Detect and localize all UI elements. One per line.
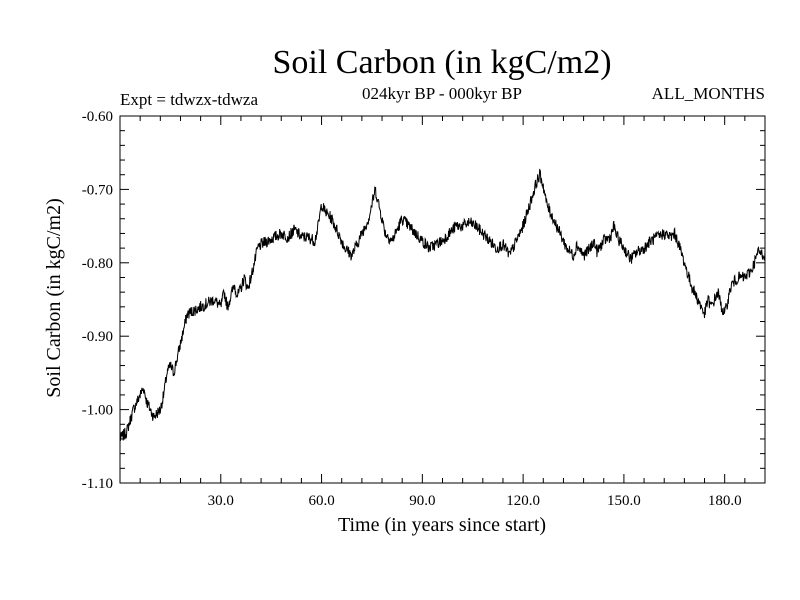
x-tick-label: 90.0 <box>409 493 435 509</box>
months-label: ALL_MONTHS <box>652 84 765 103</box>
soil-carbon-series-line <box>119 168 766 441</box>
x-tick-label: 30.0 <box>208 493 234 509</box>
y-tick-label: -1.00 <box>82 403 113 419</box>
x-tick-label: 60.0 <box>308 493 334 509</box>
x-tick-labels: 30.0 60.0 90.0 120.0 150.0 180.0 <box>208 493 742 509</box>
x-tick-label: 150.0 <box>607 493 641 509</box>
y-tick-label: -1.10 <box>82 476 113 492</box>
experiment-label: Expt = tdwzx-tdwza <box>120 90 258 109</box>
period-label: 024kyr BP - 000kyr BP <box>362 84 522 103</box>
y-tick-label: -0.60 <box>82 109 113 125</box>
ticks-layer <box>120 116 765 483</box>
y-tick-label: -0.80 <box>82 256 113 272</box>
y-axis-label: Soil Carbon (in kgC/m2) <box>43 198 65 397</box>
y-tick-labels: -0.60 -0.70 -0.80 -0.90 -1.00 -1.10 <box>82 109 113 492</box>
x-tick-label: 180.0 <box>708 493 742 509</box>
y-tick-label: -0.90 <box>82 329 113 345</box>
chart-title: Soil Carbon (in kgC/m2) <box>272 44 611 81</box>
y-tick-label: -0.70 <box>82 182 113 198</box>
x-axis-label: Time (in years since start) <box>338 514 546 536</box>
x-tick-label: 120.0 <box>506 493 540 509</box>
